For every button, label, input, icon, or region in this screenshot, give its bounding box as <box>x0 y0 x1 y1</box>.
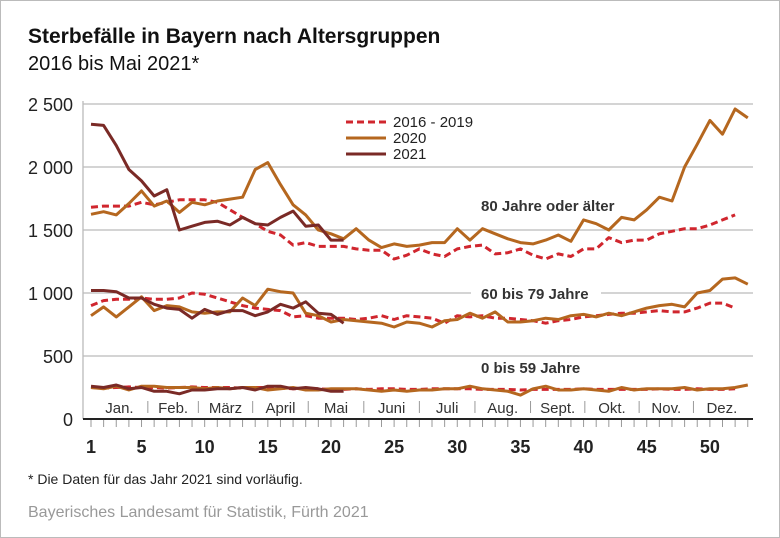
month-label: Nov. <box>651 400 681 417</box>
source-credit: Bayerisches Landesamt für Statistik, Für… <box>28 504 369 521</box>
month-label: Dez. <box>706 400 737 417</box>
x-tick-label: 25 <box>384 437 404 457</box>
x-tick-label: 45 <box>637 437 657 457</box>
month-label: Juni <box>378 400 406 417</box>
x-tick-label: 5 <box>137 437 147 457</box>
x-tick-label: 50 <box>700 437 720 457</box>
series-line-1-2021 <box>91 289 345 325</box>
series-line-0-2016-2019 <box>90 198 736 261</box>
month-label: Okt. <box>598 400 626 417</box>
x-tick-label: 30 <box>447 437 467 457</box>
x-tick-label: 20 <box>321 437 341 457</box>
x-tick-label: 15 <box>258 437 278 457</box>
series-line-1-2020 <box>90 276 749 329</box>
month-label: April <box>265 400 295 417</box>
month-label: Sept. <box>540 400 575 417</box>
series-line-2-2021 <box>90 383 344 396</box>
x-tick-label: 1 <box>86 437 96 457</box>
month-label: Juli <box>436 400 459 417</box>
x-tick-label: 40 <box>574 437 594 457</box>
series-line-0-2021 <box>90 122 344 242</box>
group-label: 60 bis 79 Jahre <box>481 286 589 303</box>
y-tick-label: 2 000 <box>28 158 73 178</box>
month-label: Mai <box>324 400 348 417</box>
y-tick-label: 500 <box>43 347 73 367</box>
y-tick-label: 0 <box>63 410 73 430</box>
chart-subtitle: 2016 bis Mai 2021* <box>28 53 200 75</box>
month-label: März <box>209 400 242 417</box>
series-line-1-2016-2019 <box>90 291 736 325</box>
month-label: Aug. <box>487 400 518 417</box>
series-line-0-2020 <box>90 107 749 250</box>
x-tick-label: 35 <box>510 437 530 457</box>
label-background <box>471 283 601 303</box>
legend-label: 2016 - 2019 <box>393 114 473 131</box>
y-tick-label: 1 000 <box>28 284 73 304</box>
footnote: * Die Daten für das Jahr 2021 sind vorlä… <box>28 471 303 487</box>
series-line-2-2020 <box>90 383 749 397</box>
month-label: Jan. <box>105 400 133 417</box>
x-tick-label: 10 <box>195 437 215 457</box>
y-tick-label: 2 500 <box>28 95 73 115</box>
legend-label: 2020 <box>393 130 426 147</box>
group-label: 80 Jahre oder älter <box>481 198 615 215</box>
month-label: Feb. <box>158 400 188 417</box>
y-tick-label: 1 500 <box>28 221 73 241</box>
chart-title: Sterbefälle in Bayern nach Altersgruppen <box>28 25 441 48</box>
legend-label: 2021 <box>393 146 426 163</box>
group-label: 0 bis 59 Jahre <box>481 360 580 377</box>
